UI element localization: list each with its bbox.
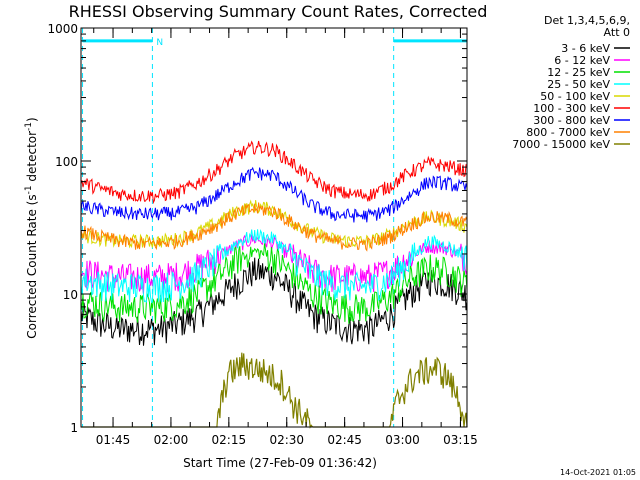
axes: 1 10 100 1000 01:45 02:00 02:15 02:30 02:45 03:00… xyxy=(47,22,477,447)
series-3 xyxy=(80,228,468,304)
series-5 xyxy=(80,140,467,205)
legend-label-6: 300 - 800 keV xyxy=(533,114,610,127)
legend-label-0: 3 - 6 keV xyxy=(561,42,610,55)
y-axis-label-sup1: -1 xyxy=(24,185,34,194)
x-tick-label-3: 02:30 xyxy=(269,433,304,447)
series-7 xyxy=(80,202,468,252)
x-axis-label: Start Time (27-Feb-09 01:36:42) xyxy=(183,456,377,470)
series-8 xyxy=(81,352,468,429)
legend-label-5: 100 - 300 keV xyxy=(533,102,610,115)
series-6 xyxy=(80,166,468,223)
plot-frame xyxy=(80,27,468,428)
x-tick-label-5: 03:00 xyxy=(385,433,420,447)
series-line-2 xyxy=(80,242,468,324)
y-axis-label-main: Corrected Count Rate (s xyxy=(25,194,39,338)
x-tick-label-4: 02:45 xyxy=(327,433,362,447)
y-tick-label-2: 100 xyxy=(55,155,78,169)
timestamp: 14-Oct-2021 01:05 xyxy=(560,468,636,477)
legend-label-8: 7000 - 15000 keV xyxy=(512,138,610,151)
series-line-7 xyxy=(80,202,468,252)
y-tick-label-3: 1000 xyxy=(47,22,78,36)
x-tick-label-0: 01:45 xyxy=(96,433,131,447)
series-line-6 xyxy=(80,166,468,223)
legend-header-line-2: Att 0 xyxy=(604,26,630,39)
y-axis-label-end: ) xyxy=(25,117,39,122)
y-axis-label: Corrected Count Rate (s-1 detector-1) xyxy=(24,117,39,338)
y-tick-label-1: 10 xyxy=(63,288,78,302)
shading-bar-label-0: N xyxy=(156,38,163,48)
plot-area: N xyxy=(80,28,468,429)
x-tick-label-1: 02:00 xyxy=(154,433,189,447)
x-tick-label-6: 03:15 xyxy=(443,433,478,447)
series-line-3 xyxy=(80,228,468,304)
legend-header-line-1: Det 1,3,4,5,6,9, xyxy=(544,14,630,27)
chart-title: RHESSI Observing Summary Count Rates, Co… xyxy=(69,2,488,21)
legend-label-4: 50 - 100 keV xyxy=(540,90,610,103)
legend-label-2: 12 - 25 keV xyxy=(547,66,610,79)
legend-label-3: 25 - 50 keV xyxy=(547,78,610,91)
y-axis-label-mid: detector xyxy=(25,131,39,186)
series-line-5 xyxy=(80,140,467,205)
series-line-8 xyxy=(81,352,468,429)
y-tick-label-0: 1 xyxy=(70,421,78,435)
legend-label-7: 800 - 7000 keV xyxy=(526,126,610,139)
x-tick-label-2: 02:15 xyxy=(212,433,247,447)
legend-label-1: 6 - 12 keV xyxy=(554,54,610,67)
series-2 xyxy=(80,242,468,324)
y-axis-label-sup2: -1 xyxy=(24,122,34,131)
